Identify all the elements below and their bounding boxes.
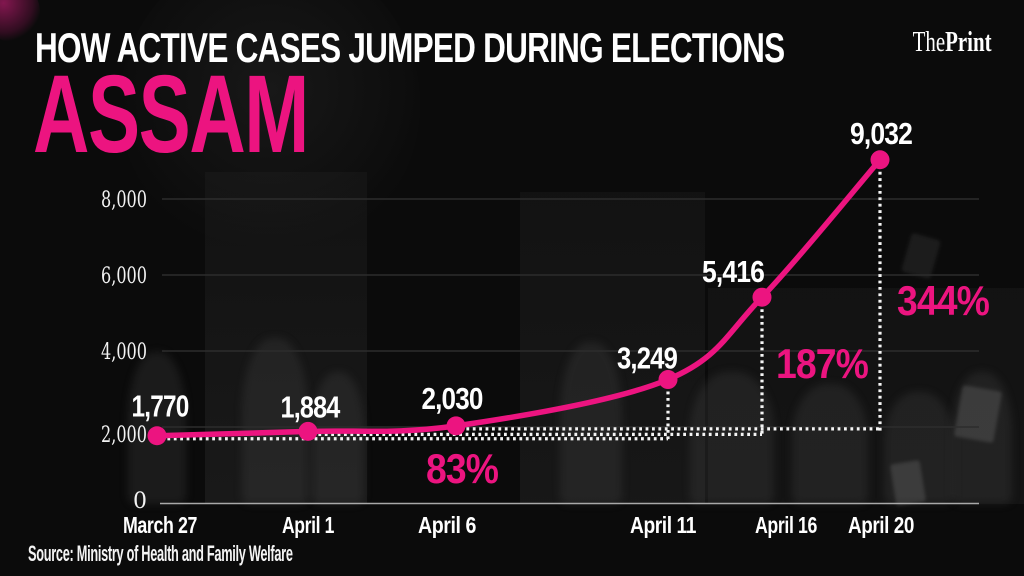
- source-attribution: Source: Ministry of Health and Family We…: [28, 541, 293, 566]
- data-point-value-label: 5,416: [702, 254, 765, 289]
- data-point: [147, 426, 167, 446]
- y-axis-tick-label: 6,000: [101, 264, 147, 289]
- page-title: HOW ACTIVE CASES JUMPED DURING ELECTIONS: [35, 24, 785, 71]
- x-axis-tick-label: April 6: [418, 512, 476, 538]
- data-point: [752, 287, 772, 307]
- data-point-value-label: 1,884: [281, 389, 341, 424]
- data-point-value-label: 9,032: [850, 116, 912, 151]
- data-point: [298, 421, 318, 441]
- data-point: [658, 370, 678, 390]
- data-point-value-label: 1,770: [132, 389, 189, 424]
- y-axis-tick-label: 8,000: [101, 188, 147, 213]
- data-point: [870, 150, 890, 170]
- x-axis-tick-label: April 16: [755, 512, 817, 538]
- x-axis-tick-label: March 27: [123, 512, 197, 538]
- brand-the: The: [913, 26, 946, 58]
- x-axis-tick-label: April 20: [848, 512, 914, 538]
- theprint-logo: ThePrint: [913, 28, 992, 57]
- percent-increase-label: 344%: [897, 277, 990, 324]
- percent-increase-label: 83%: [426, 445, 499, 492]
- data-point-value-label: 2,030: [422, 381, 483, 416]
- y-axis-tick-label: 4,000: [101, 340, 147, 365]
- data-point: [446, 416, 466, 436]
- data-point-value-label: 3,249: [617, 341, 678, 376]
- cases-trend-line: [154, 157, 883, 439]
- region-title: ASSAM: [33, 53, 309, 176]
- x-axis-tick-label: April 1: [282, 512, 335, 538]
- percent-increase-label: 187%: [776, 340, 869, 387]
- y-axis-tick-label: 2,000: [101, 423, 147, 448]
- brand-print: Print: [945, 26, 992, 58]
- y-axis-tick-label: 0: [133, 489, 147, 514]
- x-axis-tick-label: April 11: [630, 512, 697, 538]
